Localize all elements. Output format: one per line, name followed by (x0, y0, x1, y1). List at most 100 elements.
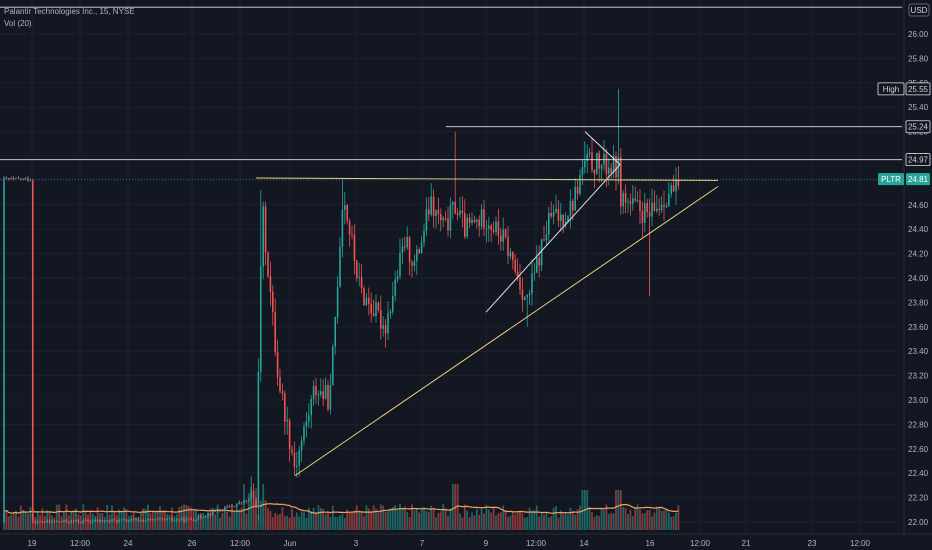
volume-bar (322, 509, 325, 530)
candle-body (548, 212, 550, 235)
candle-body (231, 505, 233, 507)
volume-bar (588, 506, 591, 530)
candle-body (440, 214, 442, 221)
volume-bar (612, 513, 615, 530)
candle-body (332, 346, 334, 386)
volume-bar (348, 511, 351, 530)
candle-body (207, 513, 209, 517)
volume-bar (401, 509, 404, 530)
y-tick-label: 25.40 (908, 103, 929, 112)
volume-bar (166, 514, 169, 530)
candle-body (149, 518, 152, 520)
volume-bar (307, 507, 310, 530)
candle-body (550, 212, 552, 217)
volume-bar (363, 516, 365, 530)
candle-body (276, 351, 279, 378)
volume-bar (629, 509, 632, 530)
volume-bar (15, 510, 17, 530)
x-tick-label: 3 (354, 539, 359, 548)
candle-body (459, 210, 461, 216)
candle-body (77, 519, 80, 523)
candle-body (581, 167, 584, 176)
volume-bar (540, 512, 543, 530)
candle-body (106, 519, 108, 521)
candle-body (166, 518, 168, 520)
candle-body (370, 303, 372, 314)
candle-body (176, 519, 178, 521)
candle-body (53, 521, 56, 523)
candle-body (596, 152, 598, 174)
candle-body (502, 229, 504, 242)
candle-body (24, 178, 27, 180)
price-tag-level (905, 153, 931, 167)
volume-bar (624, 508, 627, 530)
volume-bar (41, 508, 44, 530)
volume-bar (497, 513, 500, 530)
x-tick-label: 26 (188, 539, 197, 548)
x-tick-label: 9 (484, 539, 489, 548)
volume-bar (516, 512, 519, 530)
volume-bar (103, 516, 106, 530)
candle-body (168, 518, 171, 520)
candle-body (120, 519, 123, 521)
candle-body (473, 219, 476, 223)
candle-body (317, 394, 320, 396)
candle-body (624, 193, 627, 203)
candle-body (356, 260, 358, 278)
price-tag-value: 25.24 (908, 123, 929, 132)
volume-bar (538, 516, 541, 530)
volume-bar (58, 504, 61, 530)
candle-body (483, 209, 485, 229)
candle-body (562, 214, 564, 226)
candle-body (233, 506, 236, 508)
candle-body (516, 271, 519, 278)
candle-body (296, 465, 298, 467)
candle-body (212, 510, 214, 515)
candle-body (267, 252, 269, 277)
candle-body (437, 209, 440, 215)
candle-body (507, 236, 509, 257)
volume-bar (648, 510, 651, 530)
candle-body (360, 277, 363, 289)
candle-body (221, 509, 224, 511)
volume-bar (439, 511, 442, 530)
volume-bar (559, 510, 562, 530)
volume-bar (432, 507, 435, 530)
volume-layer (3, 484, 680, 530)
candle-body (420, 242, 423, 254)
candle-body (255, 497, 257, 508)
volume-bar (528, 507, 531, 530)
candle-body (10, 178, 12, 180)
candle-body (226, 506, 228, 508)
symbol-legend[interactable]: Palantir Technologies Inc., 15, NYSE (4, 7, 135, 16)
volume-bar (502, 505, 505, 530)
candle-body (533, 272, 536, 274)
candle-body (668, 194, 670, 207)
candle-body (320, 391, 322, 395)
y-tick-label: 26.00 (908, 30, 929, 39)
volume-bar (240, 507, 243, 530)
volume-bar (211, 507, 214, 530)
candle-body (288, 420, 291, 450)
candle-body (567, 216, 569, 222)
candle-body (411, 262, 413, 266)
volume-bar (202, 512, 205, 530)
volume-bar (329, 516, 332, 530)
volume-bar (519, 510, 521, 530)
candle-body (464, 213, 466, 237)
volume-bar (555, 506, 557, 530)
candle-body (600, 164, 603, 169)
volume-bar (327, 512, 329, 530)
volume-bar (665, 509, 668, 530)
candle-body (425, 209, 428, 232)
candle-body (240, 502, 243, 504)
candle-body (603, 153, 605, 165)
volume-bar (399, 504, 401, 530)
volume-bar (607, 514, 610, 530)
candle-body (461, 210, 464, 214)
volume-bar (24, 512, 27, 530)
volume-legend[interactable]: Vol (20) (4, 19, 32, 28)
volume-bar (653, 512, 656, 530)
